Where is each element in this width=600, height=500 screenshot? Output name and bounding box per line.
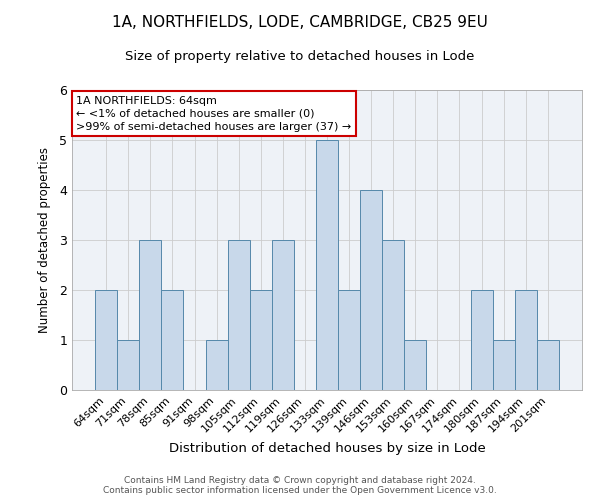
Bar [206, 340, 227, 390]
Bar [470, 290, 493, 390]
Y-axis label: Number of detached properties: Number of detached properties [38, 147, 51, 333]
Bar [117, 340, 139, 390]
Bar [537, 340, 559, 390]
Text: Size of property relative to detached houses in Lode: Size of property relative to detached ho… [125, 50, 475, 63]
Text: 1A NORTHFIELDS: 64sqm
← <1% of detached houses are smaller (0)
>99% of semi-deta: 1A NORTHFIELDS: 64sqm ← <1% of detached … [76, 96, 352, 132]
Bar [161, 290, 184, 390]
Bar [250, 290, 272, 390]
Bar [515, 290, 537, 390]
Bar [382, 240, 404, 390]
Text: Contains HM Land Registry data © Crown copyright and database right 2024.
Contai: Contains HM Land Registry data © Crown c… [103, 476, 497, 495]
Bar [360, 190, 382, 390]
Bar [493, 340, 515, 390]
Bar [338, 290, 360, 390]
Text: 1A, NORTHFIELDS, LODE, CAMBRIDGE, CB25 9EU: 1A, NORTHFIELDS, LODE, CAMBRIDGE, CB25 9… [112, 15, 488, 30]
Bar [272, 240, 294, 390]
Bar [227, 240, 250, 390]
Bar [316, 140, 338, 390]
Bar [404, 340, 427, 390]
X-axis label: Distribution of detached houses by size in Lode: Distribution of detached houses by size … [169, 442, 485, 455]
Bar [139, 240, 161, 390]
Bar [95, 290, 117, 390]
